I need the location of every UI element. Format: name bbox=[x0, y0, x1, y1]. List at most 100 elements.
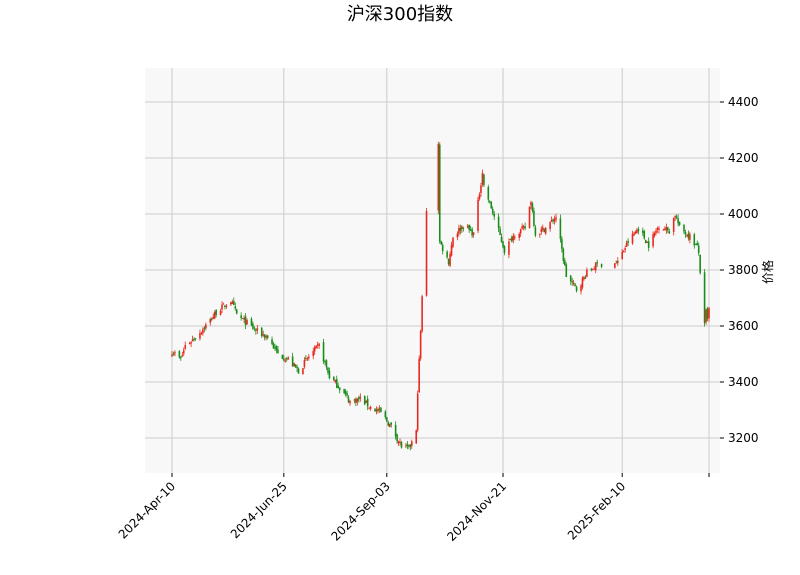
x-tick-label: 2024-Nov-21 bbox=[444, 479, 509, 544]
candle-body bbox=[643, 231, 646, 239]
candle-body bbox=[674, 215, 676, 218]
candle-body bbox=[425, 210, 428, 296]
candle-body bbox=[490, 202, 493, 209]
candle-body bbox=[622, 251, 625, 253]
candle-body bbox=[213, 311, 216, 319]
candle-body bbox=[438, 144, 441, 242]
candle-body bbox=[497, 216, 500, 229]
candle-body bbox=[615, 261, 618, 263]
candle-body bbox=[668, 231, 671, 234]
candle-body bbox=[188, 343, 191, 345]
candle-body bbox=[322, 342, 325, 362]
candle-body bbox=[593, 268, 596, 270]
candle-body bbox=[328, 370, 331, 379]
y-tick-label: 4000 bbox=[728, 207, 759, 221]
candle-body bbox=[377, 408, 379, 412]
candle-body bbox=[224, 305, 226, 307]
candle-body bbox=[308, 356, 310, 359]
candle-body bbox=[297, 368, 300, 374]
candle-body bbox=[272, 343, 275, 349]
candle-body bbox=[458, 228, 460, 234]
candle-body bbox=[184, 345, 187, 349]
candle-body bbox=[316, 344, 319, 346]
candle-body bbox=[408, 445, 410, 447]
candle-body bbox=[294, 364, 297, 367]
candle-body bbox=[415, 430, 418, 444]
candle-body bbox=[508, 241, 510, 255]
candle-body bbox=[540, 228, 543, 233]
candle-body bbox=[283, 358, 285, 361]
candle-body bbox=[369, 406, 372, 409]
candle-body bbox=[631, 233, 634, 244]
candle-body bbox=[441, 245, 444, 252]
candle-body bbox=[491, 208, 494, 214]
candle-body bbox=[338, 387, 341, 391]
candle-body bbox=[241, 317, 244, 319]
candle-body bbox=[708, 307, 710, 319]
candle-body bbox=[541, 227, 544, 230]
candle-body bbox=[544, 227, 547, 234]
candle-body bbox=[693, 234, 696, 246]
candle-body bbox=[575, 286, 578, 291]
candle-body bbox=[306, 358, 309, 360]
candle-body bbox=[388, 423, 391, 428]
candle-body bbox=[353, 399, 356, 401]
candle-body bbox=[263, 334, 266, 338]
candle-body bbox=[627, 240, 629, 244]
candle-body bbox=[356, 398, 359, 402]
candle-body bbox=[240, 315, 242, 318]
x-tick-label: 2024-Apr-10 bbox=[116, 479, 178, 541]
candle-body bbox=[633, 233, 635, 236]
candle-body bbox=[287, 357, 290, 360]
candle-body bbox=[191, 339, 194, 342]
candle-body bbox=[250, 318, 253, 326]
candle-body bbox=[552, 219, 554, 222]
candle-body bbox=[559, 218, 562, 240]
candle-body bbox=[302, 368, 304, 374]
candle-body bbox=[333, 376, 335, 380]
candle-body bbox=[172, 353, 175, 355]
y-tick-label: 3400 bbox=[728, 375, 759, 389]
candle-body bbox=[355, 398, 357, 404]
candle-body bbox=[550, 219, 553, 222]
candle-body bbox=[411, 441, 413, 446]
candle-body bbox=[190, 342, 192, 344]
candle-body bbox=[586, 269, 588, 277]
candle-body bbox=[600, 264, 603, 267]
candle-body bbox=[418, 358, 420, 393]
y-tick-label: 4200 bbox=[728, 151, 759, 165]
candle-body bbox=[449, 254, 451, 266]
candle-body bbox=[293, 363, 295, 367]
candle-body bbox=[634, 231, 637, 234]
candle-body bbox=[528, 206, 531, 228]
candle-body bbox=[705, 309, 707, 323]
candle-body bbox=[503, 246, 506, 253]
candle-body bbox=[312, 351, 315, 356]
candle-body bbox=[375, 409, 378, 412]
candle-body bbox=[446, 251, 448, 258]
candle-body bbox=[533, 210, 535, 226]
candle-body bbox=[456, 233, 459, 238]
candle-body bbox=[359, 396, 362, 399]
y-tick-label: 3200 bbox=[728, 431, 759, 445]
candle-body bbox=[246, 320, 248, 325]
candle-body bbox=[647, 241, 650, 248]
candle-body bbox=[194, 338, 197, 340]
candle-body bbox=[562, 249, 565, 261]
candle-body bbox=[358, 397, 360, 400]
candle-body bbox=[334, 379, 337, 382]
candle-body bbox=[337, 385, 340, 388]
candle-body bbox=[365, 400, 368, 403]
candle-body bbox=[509, 238, 512, 240]
candle-body bbox=[394, 424, 397, 437]
y-axis-label: 价格 bbox=[760, 260, 775, 284]
candle-body bbox=[549, 222, 551, 229]
candle-body bbox=[461, 226, 463, 230]
candle-body bbox=[637, 228, 640, 232]
candle-body bbox=[500, 236, 503, 243]
candle-body bbox=[677, 218, 679, 224]
candle-body bbox=[303, 359, 306, 368]
candle-body bbox=[325, 360, 328, 368]
candle-body bbox=[521, 226, 523, 229]
candle-body bbox=[386, 417, 388, 422]
